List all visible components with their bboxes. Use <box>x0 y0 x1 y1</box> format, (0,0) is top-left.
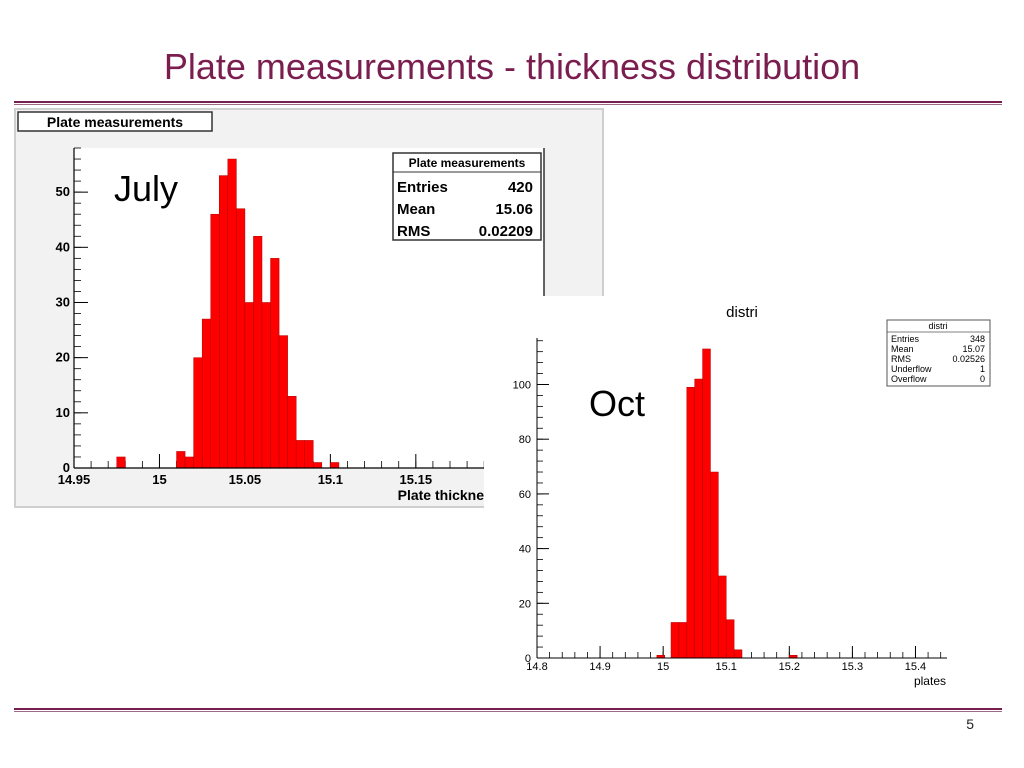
oct-chart-title: distri <box>726 304 758 321</box>
july-bar <box>193 357 203 469</box>
oct-y-tick-label: 20 <box>519 598 531 610</box>
july-annotation: July <box>114 168 178 209</box>
july-bar <box>176 451 186 469</box>
oct-bar <box>725 619 735 659</box>
oct-stats-entries-label: Entries <box>891 334 920 344</box>
oct-x-tick-label: 15.2 <box>779 661 800 673</box>
oct-bar <box>718 575 727 659</box>
july-y-tick-label: 10 <box>56 405 70 420</box>
oct-stats-underflow-value: 1 <box>980 364 985 374</box>
july-bar <box>201 318 211 469</box>
oct-histogram-panel: distri 14.8 14.9 15 15.1 15.2 15.3 15.4 0 20 40 60… <box>484 296 1004 701</box>
oct-stats-box: distri Entries 348 Mean 15.07 RMS 0.0252… <box>886 319 991 387</box>
footer-divider-thin <box>14 711 1002 712</box>
july-bar <box>261 302 271 469</box>
july-stats-title: Plate measurements <box>409 156 526 170</box>
oct-y-tick-label: 0 <box>525 653 531 665</box>
oct-y-tick-label: 60 <box>519 489 531 501</box>
oct-stats-rms-value: 0.02526 <box>952 354 985 364</box>
july-bar <box>278 335 288 469</box>
oct-y-tick-label: 40 <box>519 544 531 556</box>
oct-x-tick-label: 15.3 <box>842 661 863 673</box>
oct-bar <box>710 471 719 659</box>
oct-stats-underflow-label: Underflow <box>891 364 932 374</box>
july-y-tick-label: 0 <box>63 460 70 475</box>
oct-stats-mean-value: 15.07 <box>962 344 985 354</box>
july-x-tick-label: 15.05 <box>229 472 262 487</box>
july-bar <box>313 462 323 469</box>
oct-x-tick-label: 14.8 <box>526 661 547 673</box>
oct-stats-overflow-value: 0 <box>980 374 985 384</box>
july-x-axis-label: Plate thickne <box>398 487 485 503</box>
july-bar <box>116 456 126 469</box>
july-stats-mean-label: Mean <box>397 201 435 218</box>
july-bar <box>304 440 314 469</box>
oct-x-tick-label: 14.9 <box>589 661 610 673</box>
page-number: 5 <box>966 716 974 732</box>
july-bar <box>244 302 254 469</box>
title-divider-thin <box>14 104 1002 105</box>
oct-y-tick-label: 80 <box>519 434 531 446</box>
july-y-tick-label: 50 <box>56 184 70 199</box>
oct-stats-overflow-label: Overflow <box>891 374 927 384</box>
july-title-box <box>17 111 213 132</box>
july-stats-box: Plate measurements Entries 420 Mean 15.0… <box>392 152 542 241</box>
july-stats-rms-value: 0.02209 <box>479 223 533 240</box>
july-stats-entries-value: 420 <box>508 179 533 196</box>
july-x-tick-label: 15.15 <box>400 472 433 487</box>
title-divider <box>14 101 1002 103</box>
july-y-tick-label: 30 <box>56 294 70 309</box>
oct-bar <box>702 348 711 659</box>
oct-x-tick-label: 15.1 <box>716 661 737 673</box>
oct-stats-entries-value: 348 <box>970 334 985 344</box>
july-x-tick-label: 14.95 <box>58 472 91 487</box>
july-bar <box>184 456 194 469</box>
july-bar <box>295 440 305 469</box>
slide-title: Plate measurements - thickness distribut… <box>163 46 861 87</box>
oct-bar <box>733 649 743 659</box>
oct-bar <box>670 622 680 659</box>
july-bar <box>210 213 220 469</box>
july-bar <box>253 236 263 469</box>
oct-annotation: Oct <box>589 383 645 424</box>
oct-y-tick-label: 100 <box>513 379 531 391</box>
oct-bar <box>678 622 688 659</box>
july-stats-entries-label: Entries <box>397 179 448 196</box>
july-bar <box>287 396 297 469</box>
footer-divider <box>14 708 1002 710</box>
oct-histogram: distri 14.8 14.9 15 15.1 15.2 15.3 15.4 0 20 40 60… <box>484 296 1004 696</box>
july-y-tick-label: 20 <box>56 350 70 365</box>
july-x-tick-label: 15 <box>152 472 166 487</box>
july-stats-mean-value: 15.06 <box>495 201 533 218</box>
oct-x-tick-label: 15 <box>657 661 669 673</box>
oct-x-axis-label: plates <box>914 674 946 688</box>
july-bar <box>330 462 340 469</box>
july-y-tick-label: 40 <box>56 239 70 254</box>
oct-bar <box>686 386 695 659</box>
oct-stats-rms-label: RMS <box>891 354 911 364</box>
oct-bar <box>694 378 703 659</box>
july-bar <box>227 158 237 469</box>
july-stats-rms-label: RMS <box>397 223 430 240</box>
july-chart-title: Plate measurements <box>47 114 183 130</box>
july-x-tick-label: 15.1 <box>318 472 343 487</box>
july-bar <box>219 175 229 469</box>
july-bar <box>236 208 246 469</box>
july-bar <box>270 258 280 469</box>
oct-x-tick-label: 15.4 <box>905 661 926 673</box>
oct-stats-mean-label: Mean <box>891 344 914 354</box>
oct-stats-title: distri <box>928 321 947 331</box>
